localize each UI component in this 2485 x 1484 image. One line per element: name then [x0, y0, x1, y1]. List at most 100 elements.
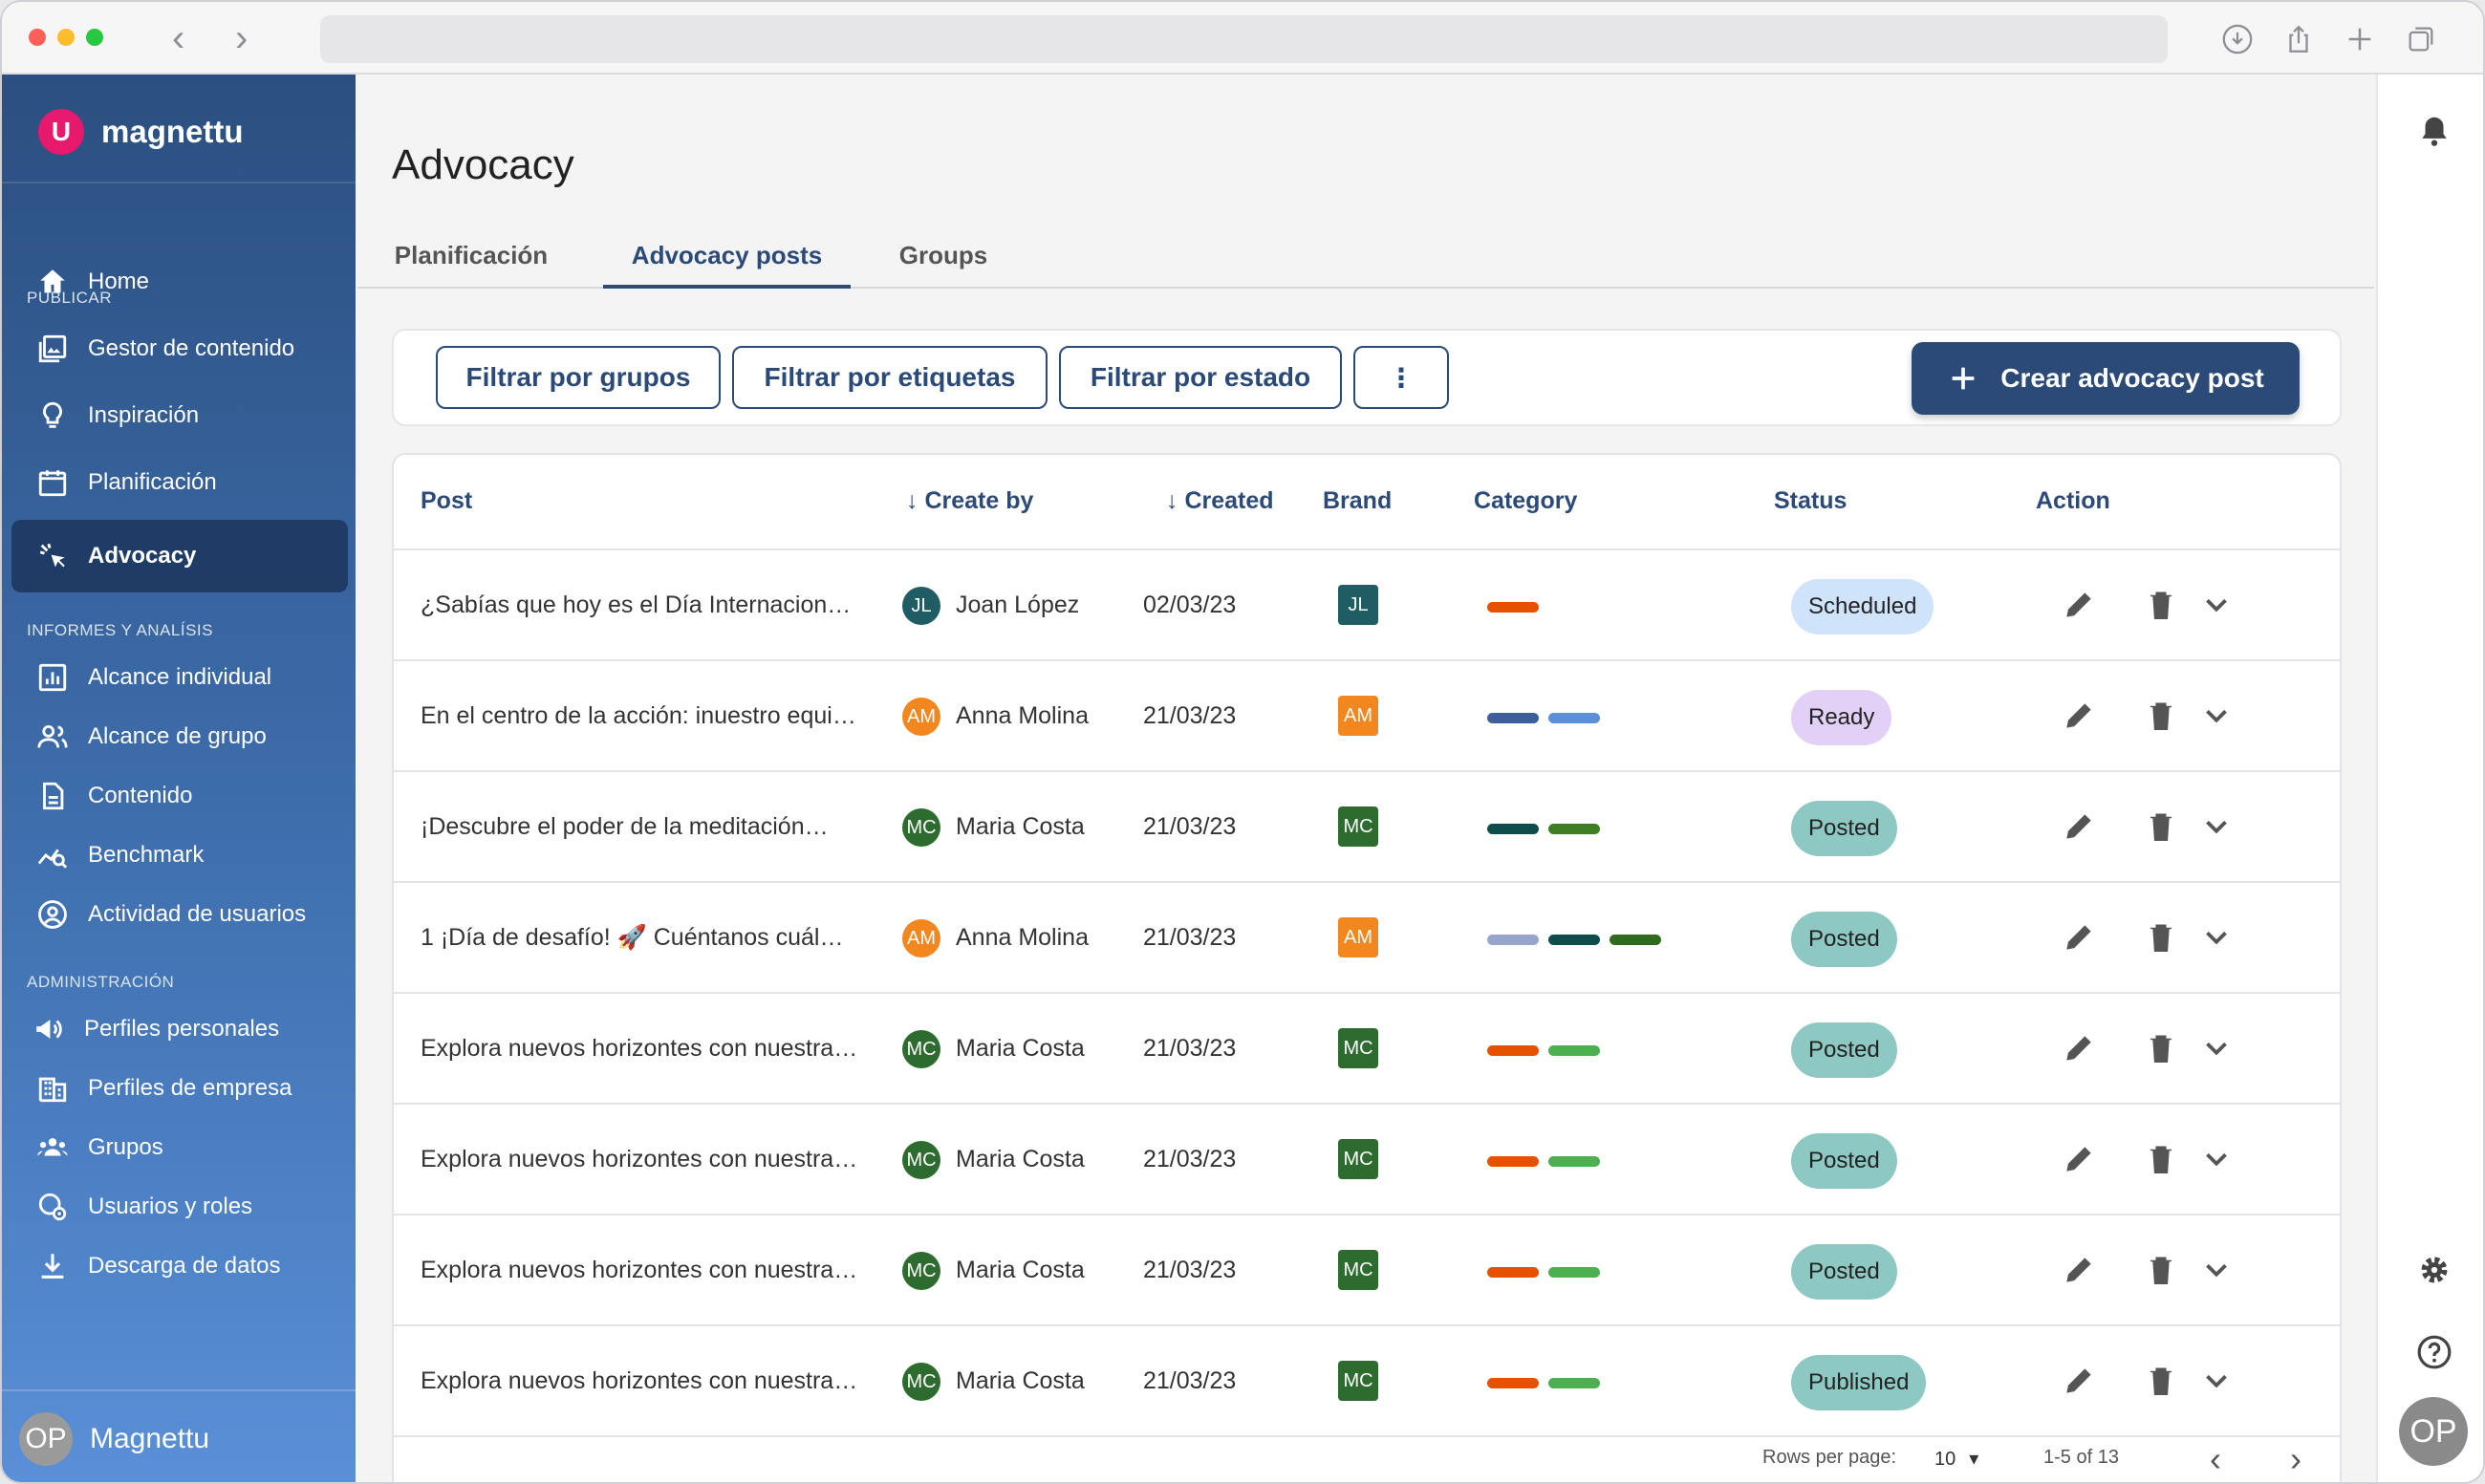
expand-chevron-icon[interactable]	[2198, 919, 2235, 956]
post-title[interactable]: Explora nuevos horizontes con nuestra…	[421, 1146, 858, 1172]
new-tab-icon[interactable]	[2344, 23, 2376, 55]
divider	[2, 182, 356, 183]
table-row[interactable]: Explora nuevos horizontes con nuestra… MC…	[394, 1326, 2340, 1437]
share-icon[interactable]	[2282, 23, 2315, 55]
edit-icon[interactable]	[2061, 1252, 2097, 1288]
delete-icon[interactable]	[2143, 1141, 2179, 1177]
filter-tags-button[interactable]: Filtrar por etiquetas	[732, 346, 1048, 409]
header-category[interactable]: Category	[1474, 487, 1578, 514]
created-date: 21/03/23	[1143, 702, 1237, 729]
nav-alcance-individual[interactable]: Alcance individual	[11, 648, 348, 707]
delete-icon[interactable]	[2143, 1030, 2179, 1066]
expand-chevron-icon[interactable]	[2198, 1363, 2235, 1399]
download-icon[interactable]	[2221, 23, 2254, 55]
nav-alcance-de-grupo[interactable]: Alcance de grupo	[11, 707, 348, 766]
filter-groups-button[interactable]: Filtrar por grupos	[436, 346, 721, 409]
nav-perfiles-de-empresa[interactable]: Perfiles de empresa	[11, 1059, 348, 1118]
nav-label: Contenido	[88, 783, 193, 808]
nav-home[interactable]: Home	[11, 248, 348, 315]
tab-planificacion[interactable]: Planificación	[394, 241, 549, 269]
gear-icon[interactable]	[2416, 1252, 2453, 1288]
address-bar[interactable]	[320, 15, 2168, 63]
post-title[interactable]: Explora nuevos horizontes con nuestra…	[421, 1257, 858, 1283]
brand-badge: JL	[1338, 585, 1378, 625]
nav-actividad-de-usuarios[interactable]: Actividad de usuarios	[11, 885, 348, 944]
post-title[interactable]: Explora nuevos horizontes con nuestra…	[421, 1367, 858, 1394]
more-options-button[interactable]: ⋮	[1353, 346, 1449, 409]
delete-icon[interactable]	[2143, 1252, 2179, 1288]
nav-contenido[interactable]: Contenido	[11, 766, 348, 826]
delete-icon[interactable]	[2143, 919, 2179, 956]
edit-icon[interactable]	[2061, 919, 2097, 956]
minimize-window-button[interactable]	[57, 29, 75, 46]
nav-advocacy[interactable]: Advocacy	[11, 520, 348, 592]
maximize-window-button[interactable]	[86, 29, 103, 46]
forward-icon[interactable]: ›	[235, 17, 248, 59]
delete-icon[interactable]	[2143, 587, 2179, 623]
back-icon[interactable]: ‹	[172, 17, 185, 59]
filter-status-button[interactable]: Filtrar por estado	[1059, 346, 1342, 409]
close-window-button[interactable]	[29, 29, 46, 46]
header-label: Created	[1184, 487, 1274, 514]
nav-benchmark[interactable]: Benchmark	[11, 826, 348, 885]
post-title[interactable]: Explora nuevos horizontes con nuestra…	[421, 1035, 858, 1062]
brand-logo[interactable]: U magnettu	[38, 109, 244, 155]
edit-icon[interactable]	[2061, 1363, 2097, 1399]
avatar[interactable]: OP	[2399, 1397, 2468, 1466]
nav-planificacion[interactable]: Planificación	[11, 449, 348, 516]
post-title[interactable]: ¡Descubre el poder de la meditación…	[421, 813, 829, 840]
header-status[interactable]: Status	[1774, 487, 1848, 514]
nav-inspiracion[interactable]: Inspiración	[11, 382, 348, 449]
rows-per-page-select[interactable]: 10 ▾	[1934, 1447, 1978, 1471]
post-title[interactable]: 1 ¡Día de desafío! 🚀 Cuéntanos cuál…	[421, 924, 844, 951]
previous-page-icon[interactable]: ‹	[2210, 1439, 2221, 1478]
expand-chevron-icon[interactable]	[2198, 587, 2235, 623]
expand-chevron-icon[interactable]	[2198, 1141, 2235, 1177]
table-row[interactable]: Explora nuevos horizontes con nuestra… MC…	[394, 1105, 2340, 1215]
post-title[interactable]: En el centro de la acción: inuestro equi…	[421, 702, 860, 729]
tab-groups[interactable]: Groups	[898, 241, 988, 269]
delete-icon[interactable]	[2143, 698, 2179, 734]
account-switcher[interactable]: OP Magnettu	[2, 1389, 356, 1482]
nav-perfiles-personales[interactable]: Perfiles personales	[11, 1000, 348, 1059]
calendar-icon	[38, 470, 67, 497]
bell-icon[interactable]	[2416, 113, 2453, 149]
table-row[interactable]: Explora nuevos horizontes con nuestra… MC…	[394, 994, 2340, 1105]
expand-chevron-icon[interactable]	[2198, 1252, 2235, 1288]
delete-icon[interactable]	[2143, 808, 2179, 845]
groups-icon	[37, 1138, 68, 1156]
nav-grupos[interactable]: Grupos	[11, 1118, 348, 1177]
header-brand[interactable]: Brand	[1323, 487, 1393, 514]
nav-descarga-de-datos[interactable]: Descarga de datos	[11, 1237, 348, 1296]
edit-icon[interactable]	[2061, 587, 2097, 623]
delete-icon[interactable]	[2143, 1363, 2179, 1399]
table-row[interactable]: ¡Descubre el poder de la meditación… MC Ma…	[394, 772, 2340, 883]
header-post[interactable]: Post	[421, 487, 473, 514]
header-action[interactable]: Action	[2036, 487, 2110, 514]
category-tag	[1487, 1378, 1539, 1388]
table-row[interactable]: En el centro de la acción: inuestro equi…	[394, 661, 2340, 772]
tabs-overview-icon[interactable]	[2405, 23, 2437, 55]
help-icon[interactable]	[2416, 1334, 2453, 1370]
expand-chevron-icon[interactable]	[2198, 698, 2235, 734]
header-created[interactable]: ↓ Created	[1166, 487, 1274, 515]
header-create-by[interactable]: ↓ Create by	[906, 487, 1033, 515]
post-title[interactable]: ¿Sabías que hoy es el Día Internacional…	[421, 591, 860, 618]
lightbulb-icon	[43, 401, 62, 428]
next-page-icon[interactable]: ›	[2290, 1439, 2301, 1478]
table-row[interactable]: 1 ¡Día de desafío! 🚀 Cuéntanos cuál… AM An…	[394, 883, 2340, 994]
author-avatar: MC	[902, 1363, 940, 1401]
tab-advocacy-posts[interactable]: Advocacy posts	[603, 222, 851, 289]
nav-usuarios-y-roles[interactable]: Usuarios y roles	[11, 1177, 348, 1237]
expand-chevron-icon[interactable]	[2198, 808, 2235, 845]
table-row[interactable]: ¿Sabías que hoy es el Día Internacional……	[394, 550, 2340, 661]
table-row[interactable]: Explora nuevos horizontes con nuestra… MC…	[394, 1215, 2340, 1326]
create-advocacy-post-button[interactable]: Crear advocacy post	[1912, 342, 2300, 415]
brand-badge: MC	[1338, 1250, 1378, 1290]
nav-gestor-de-contenido[interactable]: Gestor de contenido	[11, 315, 348, 382]
expand-chevron-icon[interactable]	[2198, 1030, 2235, 1066]
edit-icon[interactable]	[2061, 698, 2097, 734]
edit-icon[interactable]	[2061, 808, 2097, 845]
edit-icon[interactable]	[2061, 1030, 2097, 1066]
edit-icon[interactable]	[2061, 1141, 2097, 1177]
